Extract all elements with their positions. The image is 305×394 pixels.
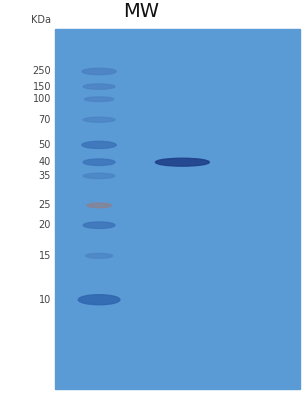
Text: KDa: KDa: [31, 15, 51, 25]
Ellipse shape: [82, 68, 116, 75]
Ellipse shape: [83, 117, 115, 122]
Ellipse shape: [84, 97, 114, 102]
Bar: [55, 29, 300, 389]
Text: 25: 25: [38, 201, 51, 210]
Text: 100: 100: [33, 94, 51, 104]
Text: MW: MW: [123, 2, 159, 21]
Text: 10: 10: [39, 295, 51, 305]
Text: 20: 20: [39, 220, 51, 230]
Ellipse shape: [87, 203, 111, 208]
Ellipse shape: [82, 141, 116, 149]
Text: 50: 50: [39, 140, 51, 150]
Text: 250: 250: [32, 67, 51, 76]
Ellipse shape: [83, 222, 115, 229]
Ellipse shape: [83, 173, 115, 178]
Text: 40: 40: [39, 157, 51, 167]
Ellipse shape: [156, 158, 209, 166]
Ellipse shape: [86, 253, 113, 258]
Text: 150: 150: [33, 82, 51, 91]
Text: 35: 35: [39, 171, 51, 181]
Text: 15: 15: [39, 251, 51, 261]
Ellipse shape: [83, 84, 115, 89]
Ellipse shape: [83, 159, 115, 165]
Text: 70: 70: [39, 115, 51, 125]
Ellipse shape: [78, 295, 120, 305]
